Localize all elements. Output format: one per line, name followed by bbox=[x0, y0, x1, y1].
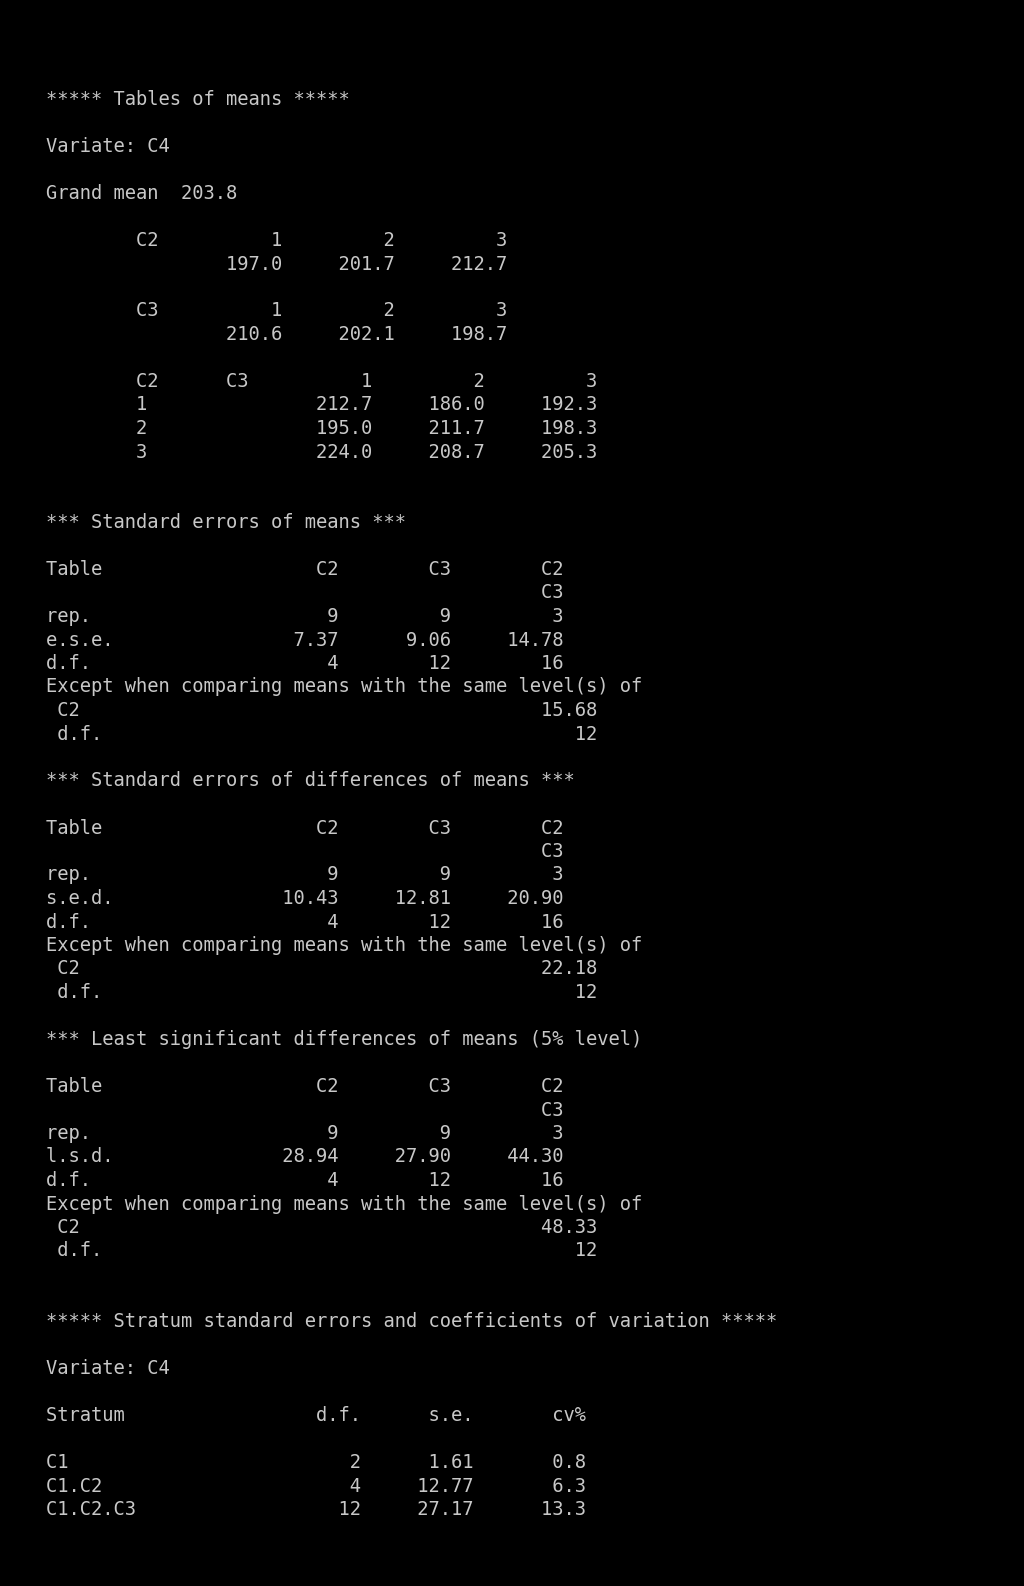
Text: rep.                     9         9         3: rep. 9 9 3 bbox=[46, 866, 563, 885]
Text: *** Standard errors of means ***: *** Standard errors of means *** bbox=[46, 512, 406, 531]
Text: d.f.                                          12: d.f. 12 bbox=[46, 983, 597, 1002]
Text: rep.                     9         9         3: rep. 9 9 3 bbox=[46, 1124, 563, 1144]
Text: 210.6     202.1     198.7: 210.6 202.1 198.7 bbox=[46, 325, 507, 344]
Text: 197.0     201.7     212.7: 197.0 201.7 212.7 bbox=[46, 254, 507, 273]
Text: Variate: C4: Variate: C4 bbox=[46, 136, 170, 155]
Text: Grand mean  203.8: Grand mean 203.8 bbox=[46, 184, 238, 203]
Text: d.f.                                          12: d.f. 12 bbox=[46, 1242, 597, 1261]
Text: C3: C3 bbox=[46, 584, 563, 603]
Text: d.f.                                          12: d.f. 12 bbox=[46, 725, 597, 744]
Text: C2                                         22.18: C2 22.18 bbox=[46, 960, 597, 979]
Text: d.f.                     4        12        16: d.f. 4 12 16 bbox=[46, 912, 563, 931]
Text: ***** Stratum standard errors and coefficients of variation *****: ***** Stratum standard errors and coeffi… bbox=[46, 1312, 777, 1331]
Text: Table                   C2        C3        C2: Table C2 C3 C2 bbox=[46, 818, 563, 837]
Text: l.s.d.               28.94     27.90     44.30: l.s.d. 28.94 27.90 44.30 bbox=[46, 1148, 563, 1166]
Text: Table                   C2        C3        C2: Table C2 C3 C2 bbox=[46, 1077, 563, 1096]
Text: Except when comparing means with the same level(s) of: Except when comparing means with the sam… bbox=[46, 677, 642, 696]
Text: 1               212.7     186.0     192.3: 1 212.7 186.0 192.3 bbox=[46, 395, 597, 414]
Text: Variate: C4: Variate: C4 bbox=[46, 1359, 170, 1378]
Text: 2               195.0     211.7     198.3: 2 195.0 211.7 198.3 bbox=[46, 419, 597, 438]
Text: C1.C2.C3                  12     27.17      13.3: C1.C2.C3 12 27.17 13.3 bbox=[46, 1500, 586, 1519]
Text: Stratum                 d.f.      s.e.       cv%: Stratum d.f. s.e. cv% bbox=[46, 1407, 586, 1424]
Text: C1.C2                      4     12.77       6.3: C1.C2 4 12.77 6.3 bbox=[46, 1477, 586, 1496]
Text: C3: C3 bbox=[46, 1101, 563, 1120]
Text: Except when comparing means with the same level(s) of: Except when comparing means with the sam… bbox=[46, 936, 642, 955]
Text: e.s.e.                7.37      9.06     14.78: e.s.e. 7.37 9.06 14.78 bbox=[46, 631, 563, 650]
Text: rep.                     9         9         3: rep. 9 9 3 bbox=[46, 607, 563, 626]
Text: Except when comparing means with the same level(s) of: Except when comparing means with the sam… bbox=[46, 1194, 642, 1213]
Text: C3: C3 bbox=[46, 842, 563, 861]
Text: C3          1         2         3: C3 1 2 3 bbox=[46, 301, 507, 320]
Text: *** Standard errors of differences of means ***: *** Standard errors of differences of me… bbox=[46, 771, 574, 790]
Text: C2                                         15.68: C2 15.68 bbox=[46, 701, 597, 720]
Text: ***** Tables of means *****: ***** Tables of means ***** bbox=[46, 90, 350, 109]
Text: d.f.                     4        12        16: d.f. 4 12 16 bbox=[46, 1170, 563, 1190]
Text: 3               224.0     208.7     205.3: 3 224.0 208.7 205.3 bbox=[46, 442, 597, 462]
Text: d.f.                     4        12        16: d.f. 4 12 16 bbox=[46, 653, 563, 672]
Text: C1                         2      1.61       0.8: C1 2 1.61 0.8 bbox=[46, 1453, 586, 1472]
Text: Table                   C2        C3        C2: Table C2 C3 C2 bbox=[46, 560, 563, 579]
Text: *** Least significant differences of means (5% level): *** Least significant differences of mea… bbox=[46, 1029, 642, 1048]
Text: s.e.d.               10.43     12.81     20.90: s.e.d. 10.43 12.81 20.90 bbox=[46, 890, 563, 909]
Text: C2      C3          1         2         3: C2 C3 1 2 3 bbox=[46, 373, 597, 392]
Text: C2          1         2         3: C2 1 2 3 bbox=[46, 232, 507, 251]
Text: C2                                         48.33: C2 48.33 bbox=[46, 1218, 597, 1237]
